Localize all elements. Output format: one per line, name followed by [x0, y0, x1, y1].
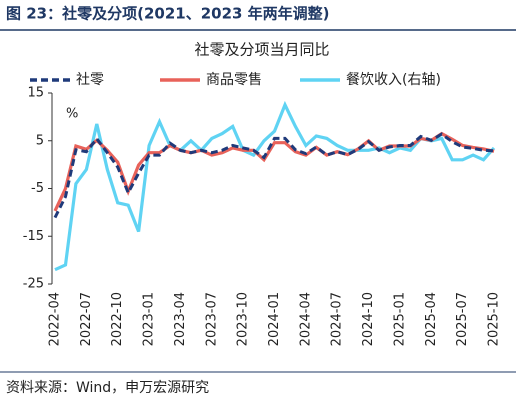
unit-label: %	[66, 107, 78, 122]
x-tick-label: 2023-07	[204, 292, 219, 346]
chart-title: 社零及分项当月同比	[194, 41, 329, 59]
x-tick-label: 2025-01	[392, 292, 407, 346]
y-tick-label: 5	[36, 133, 44, 148]
x-tick-label: 2025-04	[424, 292, 439, 346]
y-tick-label: -5	[31, 181, 44, 196]
x-tick-label: 2024-04	[298, 292, 313, 346]
x-tick-label: 2023-04	[173, 292, 188, 346]
y-tick-label: 15	[27, 86, 44, 101]
x-tick-label: 2025-07	[455, 292, 470, 346]
x-tick-label: 2024-01	[267, 292, 282, 346]
x-tick-label: 2024-10	[361, 292, 376, 346]
x-tick-label: 2022-04	[48, 292, 63, 346]
x-tick-label: 2025-10	[487, 292, 502, 346]
legend-label: 商品零售	[206, 72, 262, 88]
x-tick-label: 2022-07	[79, 292, 94, 346]
series-line	[53, 132, 495, 219]
header: 图 23：社零及分项(2021、2023 年两年调整)	[6, 5, 330, 23]
x-tick-label: 2023-10	[236, 292, 251, 346]
y-tick-label: -15	[23, 229, 44, 244]
series-line	[53, 131, 495, 212]
series-line	[54, 100, 496, 272]
y-tick-label: -25	[23, 277, 44, 292]
x-tick-label: 2023-01	[142, 292, 157, 346]
x-tick-label: 2024-07	[330, 292, 345, 346]
x-tick-label: 2022-10	[110, 292, 125, 346]
source: 资料来源：Wind，申万宏源研究	[6, 380, 209, 396]
legend-label: 餐饮收入(右轴)	[346, 72, 441, 88]
legend-label: 社零	[76, 72, 104, 88]
